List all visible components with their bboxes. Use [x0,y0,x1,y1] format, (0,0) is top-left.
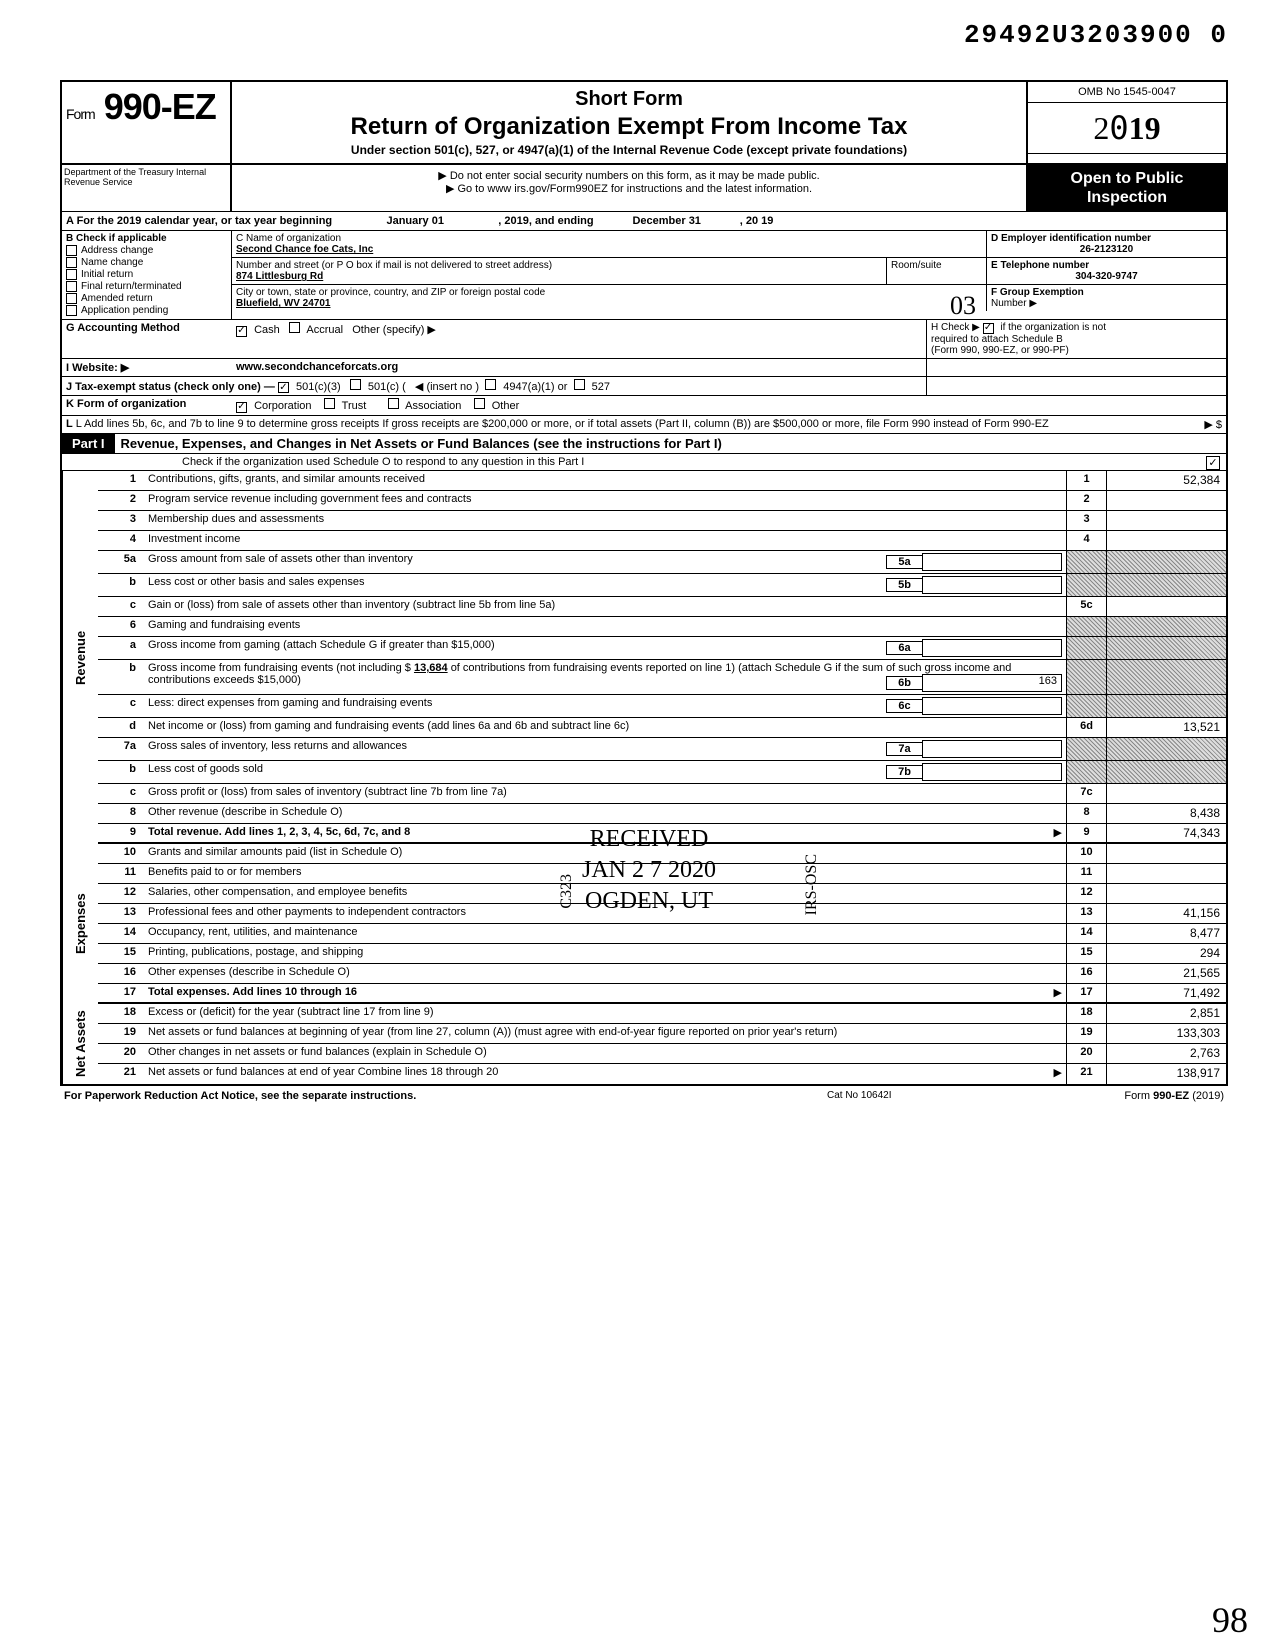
city: Bluefield, WV 24701 [236,298,982,309]
line-l-text: L L Add lines 5b, 6c, and 7b to line 9 t… [62,416,1226,433]
check-501c3[interactable]: ✓ [278,382,289,393]
ein: 26-2123120 [991,244,1222,255]
row-amount: 52,384 [1106,471,1226,490]
form-990ez: Form 990-EZ Short Form Return of Organiz… [60,80,1228,1086]
check-527[interactable] [574,379,585,390]
expenses-label: Expenses [62,844,98,1004]
part1-check: Check if the organization used Schedule … [62,454,1226,471]
check-amended[interactable]: Amended return [66,293,227,304]
check-cash[interactable]: ✓ [236,326,247,337]
handwritten-page: 98 [1212,1599,1248,1641]
line-j-content: J Tax-exempt status (check only one) — ✓… [62,377,926,396]
other-specify: Other (specify) ▶ [352,324,436,336]
dept-treasury: Department of the Treasury Internal Reve… [62,165,232,211]
city-label: City or town, state or province, country… [236,287,982,298]
open-to-public: Open to Public Inspection [1028,165,1226,211]
line-a: A For the 2019 calendar year, or tax yea… [62,212,1226,231]
check-trust[interactable] [324,398,335,409]
box-cde: C Name of organization Second Chance foe… [232,231,1226,319]
line-g-label: G Accounting Method [62,320,232,358]
line-g-h: G Accounting Method ✓ Cash Accrual Other… [62,320,1226,359]
footer-formref: Form 990-EZ (2019) [1124,1090,1224,1102]
line-i: I Website: ▶ www.secondchanceforcats.org [62,359,1226,377]
net-assets-section: Net Assets 18Excess or (deficit) for the… [62,1004,1226,1084]
title-short-form: Short Form [240,88,1018,111]
box-c-label: C Name of organization [236,233,982,244]
title-return: Return of Organization Exempt From Incom… [240,113,1018,141]
part1-title: Revenue, Expenses, and Changes in Net As… [115,434,1226,453]
line-k: K Form of organization ✓ Corporation Tru… [62,396,1226,416]
box-f-label: F Group Exemption [991,287,1222,298]
line-i-label: I Website: ▶ [62,359,232,376]
box-b-title: B Check if applicable [66,233,227,244]
h-spacer2 [926,377,1226,396]
end-date: December 31 [597,215,737,227]
check-corp[interactable]: ✓ [236,402,247,413]
check-final-return[interactable]: Final return/terminated [66,281,227,292]
tax-year: 2019 [1028,103,1226,154]
footer-catno: Cat No 10642I [594,1090,1124,1102]
line-l-arrow: ▶ $ [1204,418,1222,431]
open-public-box: Open to Public Inspection [1026,165,1226,211]
line-l: L L Add lines 5b, 6c, and 7b to line 9 t… [62,416,1226,434]
footer-notice: For Paperwork Reduction Act Notice, see … [64,1090,594,1102]
footer: For Paperwork Reduction Act Notice, see … [60,1086,1228,1106]
part1-header: Part I Revenue, Expenses, and Changes in… [62,434,1226,454]
website: www.secondchanceforcats.org [232,359,926,376]
form-header: Form 990-EZ Short Form Return of Organiz… [62,82,1226,165]
street: 874 Littlesburg Rd [236,271,882,282]
sub-header: Department of the Treasury Internal Reve… [62,165,1226,212]
check-name-change[interactable]: Name change [66,257,227,268]
line-a-mid: , 2019, and ending [498,215,593,227]
box-f-number: Number ▶ [991,298,1222,309]
revenue-label: Revenue [62,471,98,844]
row-num: 1 [98,471,144,490]
form-number: 990-EZ [104,86,216,127]
net-assets-label: Net Assets [62,1004,98,1084]
title-under: Under section 501(c), 527, or 4947(a)(1)… [240,143,1018,157]
begin-date: January 01 [335,215,495,227]
note-website: Go to www irs.gov/Form990EZ for instruct… [236,182,1022,195]
header-left: Form 990-EZ [62,82,232,163]
box-h: H Check ▶ ✓ if the organization is not r… [926,320,1226,358]
line-a-prefix: A For the 2019 calendar year, or tax yea… [66,215,332,227]
row-desc: Contributions, gifts, grants, and simila… [144,471,1066,490]
line-g-options: ✓ Cash Accrual Other (specify) ▶ [232,320,926,358]
header-right: OMB No 1545-0047 2019 [1026,82,1226,163]
check-h[interactable]: ✓ [983,323,994,334]
street-label: Number and street (or P O box if mail is… [236,260,882,271]
check-other-org[interactable] [474,398,485,409]
omb-number: OMB No 1545-0047 [1028,82,1226,103]
h-spacer [926,359,1226,376]
check-501c[interactable] [350,379,361,390]
identity-block: B Check if applicable Address change Nam… [62,231,1226,320]
row-refnum: 1 [1066,471,1106,490]
part1-label: Part I [62,434,115,453]
line-j: J Tax-exempt status (check only one) — ✓… [62,377,1226,397]
check-initial-return[interactable]: Initial return [66,269,227,280]
line-k-options: ✓ Corporation Trust Association Other [232,396,1226,415]
header-center: Short Form Return of Organization Exempt… [232,82,1026,163]
header-notes: Do not enter social security numbers on … [232,165,1026,211]
form-prefix: Form [66,106,95,122]
box-b: B Check if applicable Address change Nam… [62,231,232,319]
box-e-label: E Telephone number [991,260,1222,271]
check-pending[interactable]: Application pending [66,305,227,316]
line-a-year: , 20 19 [740,215,774,227]
org-name: Second Chance foe Cats, Inc [236,244,982,255]
handwritten-03: 03 [950,291,976,321]
check-accrual[interactable] [289,322,300,333]
revenue-section: Revenue 1Contributions, gifts, grants, a… [62,471,1226,844]
part1-checkbox[interactable]: ✓ [1206,456,1220,470]
tracking-number: 29492U3203900 0 [60,20,1228,50]
box-d-label: D Employer identification number [991,233,1222,244]
line-k-label: K Form of organization [62,396,232,415]
check-address-change[interactable]: Address change [66,245,227,256]
check-4947[interactable] [485,379,496,390]
expenses-section: Expenses 10Grants and similar amounts pa… [62,844,1226,1004]
telephone: 304-320-9747 [991,271,1222,282]
note-ssn: Do not enter social security numbers on … [236,169,1022,182]
check-assoc[interactable] [388,398,399,409]
room-suite: Room/suite [886,258,986,284]
